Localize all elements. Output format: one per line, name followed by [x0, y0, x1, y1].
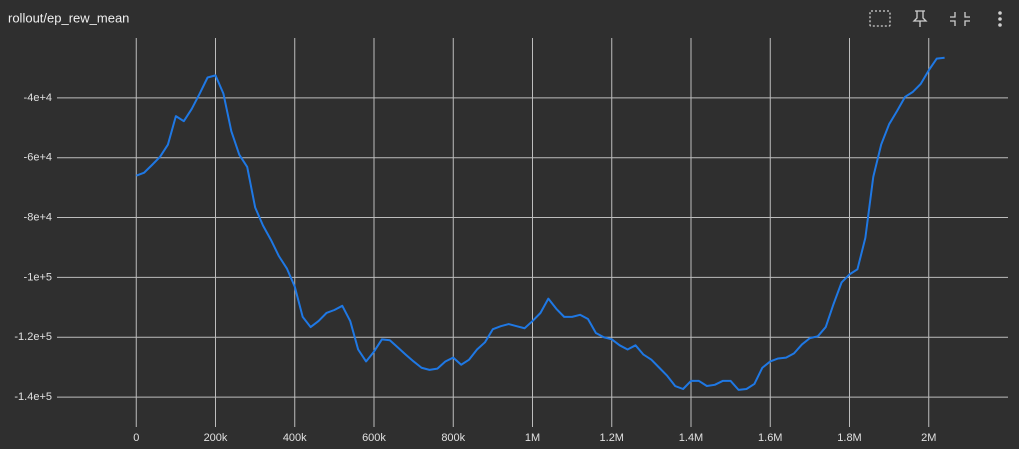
- x-tick-label: 1.4M: [679, 432, 703, 444]
- axis-labels: -4e+4 -6e+4 -8e+4 -1e+5 -1.2e+5 -1.4e+5 0 200k 4…: [14, 92, 936, 444]
- chart-title: rollout/ep_rew_mean: [8, 10, 129, 25]
- grid: [57, 38, 1008, 427]
- y-tick-label: -6e+4: [24, 152, 52, 164]
- toolbar: [869, 10, 1002, 27]
- x-tick-label: 0: [133, 432, 139, 444]
- menu-button[interactable]: [998, 11, 1002, 27]
- collapse-button[interactable]: [950, 12, 970, 26]
- x-tick-label: 1M: [525, 432, 540, 444]
- x-tick-label: 1.8M: [837, 432, 861, 444]
- y-tick-label: -1.2e+5: [14, 331, 52, 343]
- x-tick-label: 600k: [362, 432, 386, 444]
- y-tick-label: -8e+4: [24, 211, 52, 223]
- x-tick-label: 2M: [921, 432, 936, 444]
- y-tick-label: -4e+4: [24, 92, 52, 104]
- x-tick-label: 200k: [204, 432, 228, 444]
- data-line: [135, 56, 945, 391]
- x-tick-label: 1.6M: [758, 432, 782, 444]
- x-tick-label: 1.2M: [600, 432, 624, 444]
- pin-button[interactable]: [912, 10, 928, 27]
- x-tick-label: 400k: [283, 432, 307, 444]
- y-tick-label: -1.4e+5: [14, 391, 52, 403]
- x-tick-label: 800k: [441, 432, 465, 444]
- fit-domain-button[interactable]: [869, 10, 891, 27]
- y-tick-label: -1e+5: [24, 271, 52, 283]
- plot-area: [135, 56, 945, 391]
